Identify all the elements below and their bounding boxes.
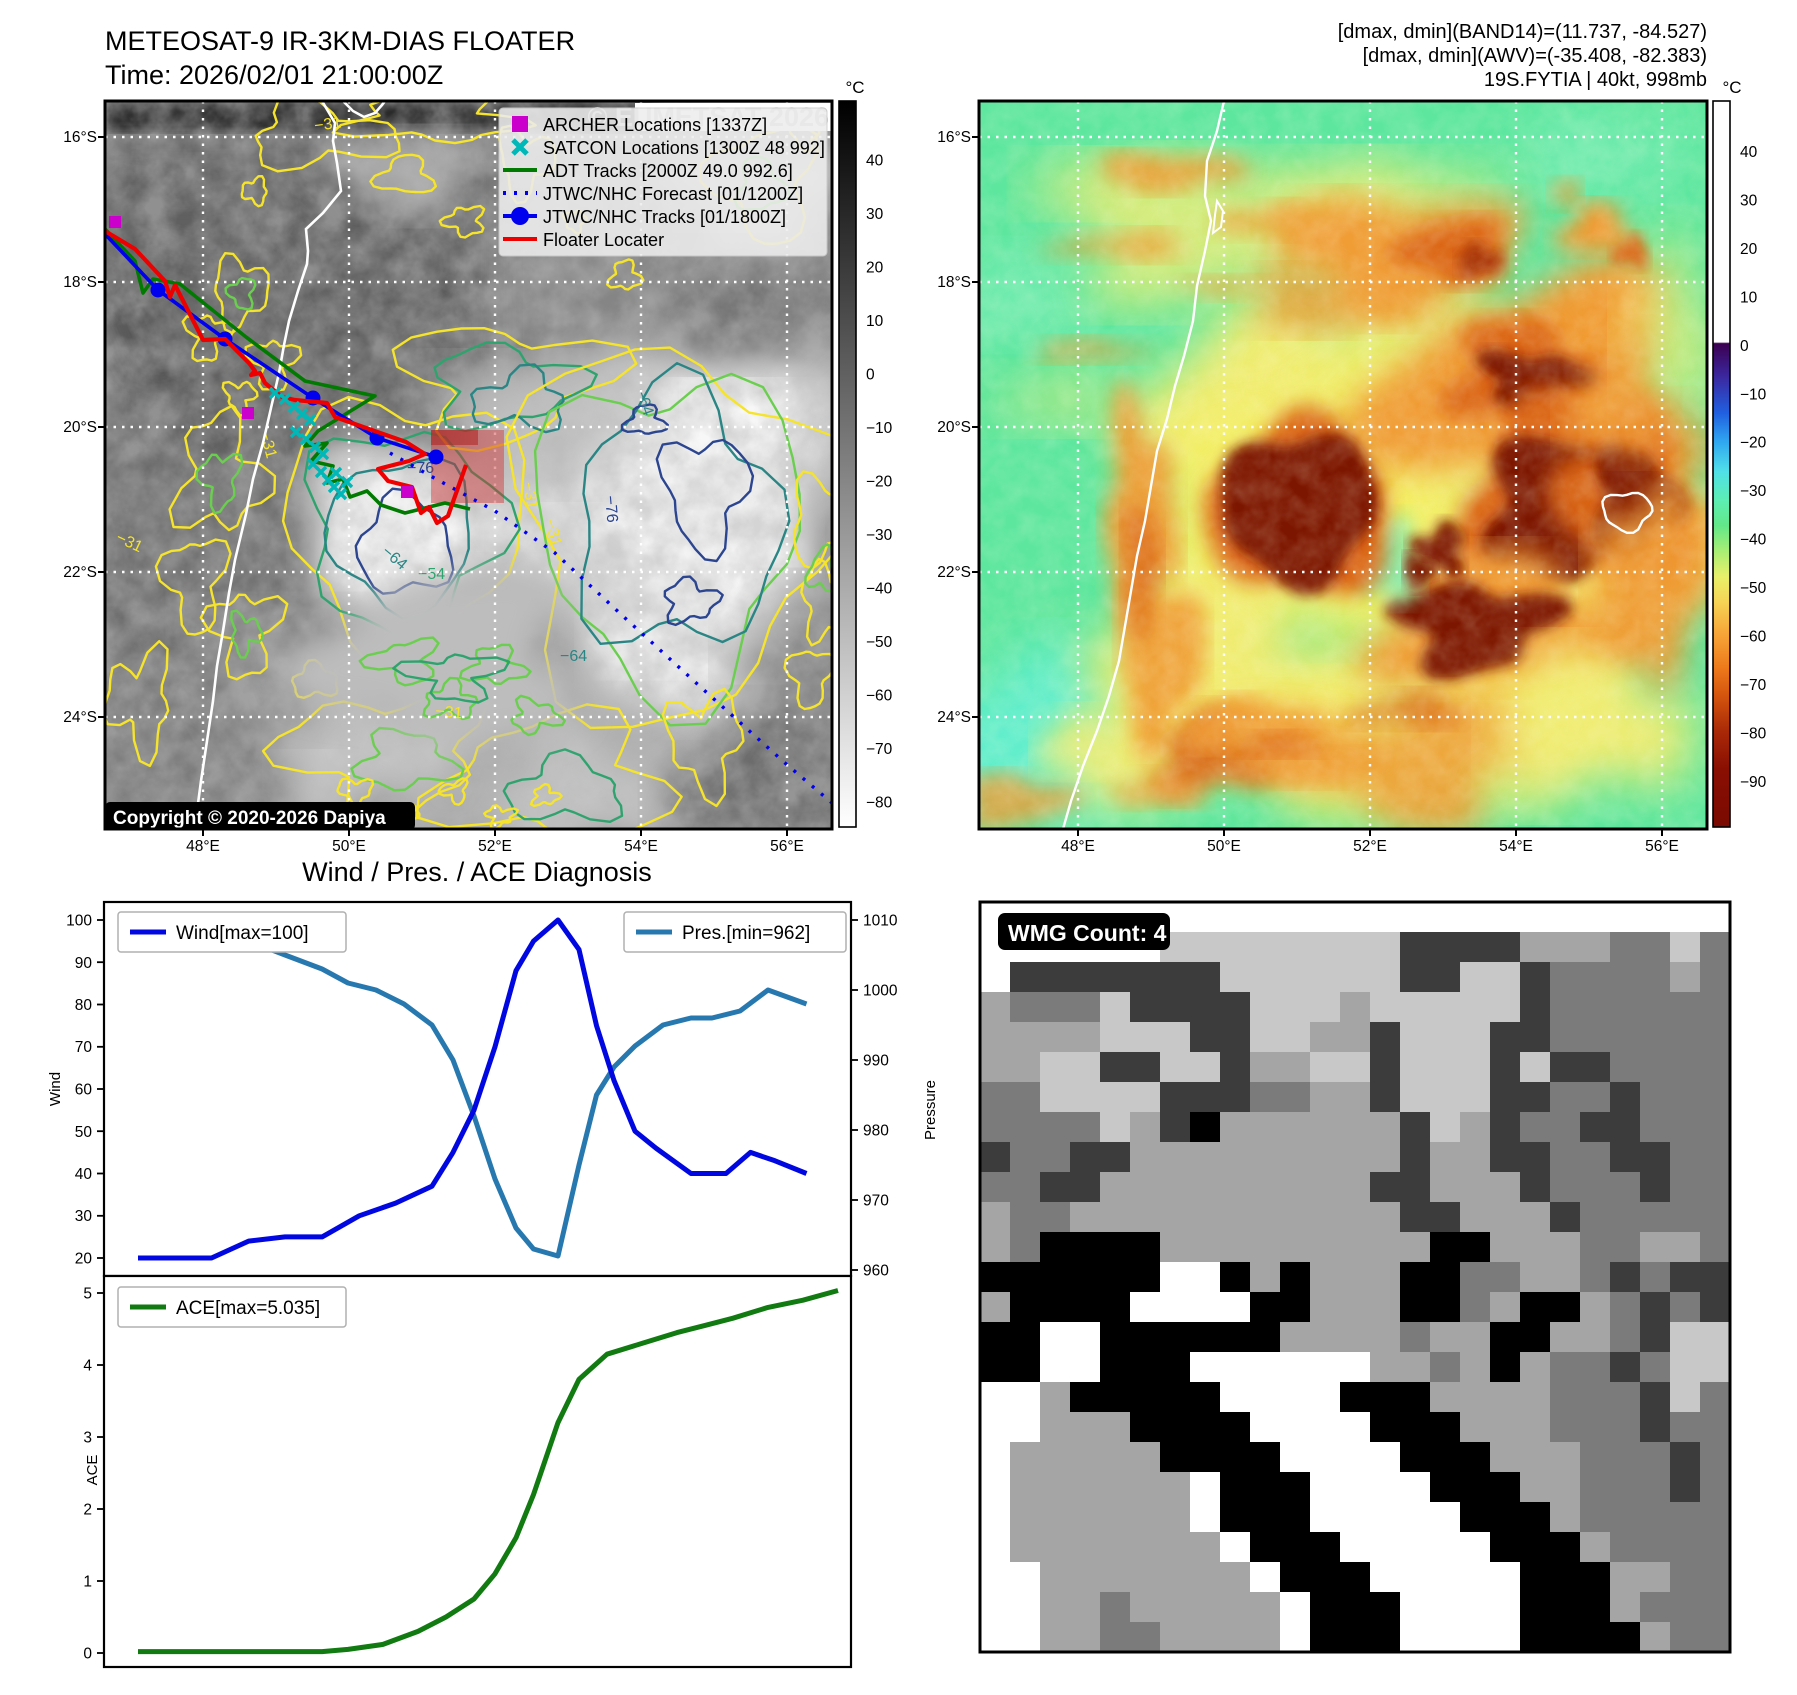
svg-text:Pres.[min=962]: Pres.[min=962]: [682, 923, 810, 944]
svg-text:−31: −31: [519, 481, 540, 511]
svg-text:1: 1: [83, 1574, 92, 1591]
svg-text:Copyright © 2020-2026 Dapiya: Copyright © 2020-2026 Dapiya: [113, 808, 386, 829]
svg-text:10: 10: [1740, 289, 1758, 306]
svg-text:−40: −40: [1740, 532, 1767, 549]
svg-text:°C: °C: [845, 78, 864, 97]
svg-text:−10: −10: [1740, 386, 1767, 403]
svg-text:JTWC/NHC Tracks [01/1800Z]: JTWC/NHC Tracks [01/1800Z]: [543, 207, 786, 227]
svg-text:0: 0: [83, 1646, 92, 1663]
svg-text:Wind / Pres. / ACE Diagnosis: Wind / Pres. / ACE Diagnosis: [302, 857, 652, 887]
svg-text:Time: 2026/02/01 21:00:00Z: Time: 2026/02/01 21:00:00Z: [105, 60, 443, 90]
svg-text:−20: −20: [866, 474, 893, 491]
svg-text:−40: −40: [866, 581, 893, 598]
svg-text:40: 40: [866, 153, 884, 170]
svg-text:50: 50: [75, 1124, 93, 1141]
svg-text:48°E: 48°E: [1061, 838, 1095, 855]
svg-text:52°E: 52°E: [478, 838, 512, 855]
svg-text:18°S: 18°S: [63, 274, 97, 291]
svg-text:1000: 1000: [863, 983, 898, 1000]
svg-text:−90: −90: [1740, 774, 1767, 791]
svg-text:ARCHER Locations [1337Z]: ARCHER Locations [1337Z]: [543, 115, 767, 135]
svg-text:4: 4: [83, 1358, 92, 1375]
svg-text:56°E: 56°E: [770, 838, 804, 855]
svg-text:°C: °C: [1722, 78, 1741, 97]
svg-text:30: 30: [1740, 192, 1758, 209]
svg-text:50°E: 50°E: [1207, 838, 1241, 855]
svg-text:52°E: 52°E: [1353, 838, 1387, 855]
svg-text:−80: −80: [1740, 726, 1767, 743]
svg-text:90: 90: [75, 955, 93, 972]
svg-text:48°E: 48°E: [186, 838, 220, 855]
svg-text:−70: −70: [866, 741, 893, 758]
svg-text:−64: −64: [560, 648, 587, 665]
svg-text:METEOSAT-9 IR-3KM-DIAS FLOATER: METEOSAT-9 IR-3KM-DIAS FLOATER: [105, 26, 575, 56]
svg-text:60: 60: [75, 1082, 93, 1099]
svg-text:30: 30: [866, 206, 884, 223]
svg-text:0: 0: [866, 367, 875, 384]
svg-text:22°S: 22°S: [63, 564, 97, 581]
svg-text:16°S: 16°S: [63, 129, 97, 146]
svg-text:980: 980: [863, 1123, 889, 1140]
svg-text:−54: −54: [418, 566, 445, 583]
svg-text:[dmax, dmin](BAND14)=(11.737,: [dmax, dmin](BAND14)=(11.737, -84.527): [1338, 21, 1707, 43]
svg-text:Pressure: Pressure: [922, 1080, 939, 1140]
svg-text:JTWC/NHC Forecast [01/1200Z]: JTWC/NHC Forecast [01/1200Z]: [543, 184, 803, 204]
svg-text:−76: −76: [601, 495, 620, 524]
svg-text:Wind[max=100]: Wind[max=100]: [176, 923, 309, 944]
svg-text:19S.FYTIA | 40kt, 998mb: 19S.FYTIA | 40kt, 998mb: [1484, 69, 1707, 91]
svg-text:−30: −30: [866, 527, 893, 544]
svg-text:[dmax, dmin](AWV)=(-35.408, -8: [dmax, dmin](AWV)=(-35.408, -82.383): [1363, 45, 1707, 67]
svg-text:−20: −20: [1740, 435, 1767, 452]
svg-text:70: 70: [75, 1039, 93, 1056]
svg-text:−80: −80: [866, 795, 893, 812]
svg-text:40: 40: [75, 1166, 93, 1183]
svg-text:5: 5: [83, 1286, 92, 1303]
svg-text:24°S: 24°S: [937, 709, 971, 726]
svg-text:−50: −50: [866, 634, 893, 651]
svg-text:40: 40: [1740, 144, 1758, 161]
svg-text:20: 20: [866, 260, 884, 277]
svg-text:54°E: 54°E: [1499, 838, 1533, 855]
svg-text:22°S: 22°S: [937, 564, 971, 581]
svg-text:54°E: 54°E: [624, 838, 658, 855]
svg-text:−30: −30: [1740, 483, 1767, 500]
svg-text:10: 10: [866, 313, 884, 330]
svg-text:−60: −60: [1740, 629, 1767, 646]
svg-text:16°S: 16°S: [937, 129, 971, 146]
svg-text:−70: −70: [1740, 677, 1767, 694]
svg-text:20: 20: [75, 1251, 93, 1268]
svg-text:990: 990: [863, 1053, 889, 1070]
svg-text:Wind: Wind: [47, 1072, 64, 1106]
svg-text:ACE[max=5.035]: ACE[max=5.035]: [176, 1298, 320, 1319]
svg-text:30: 30: [75, 1208, 93, 1225]
svg-text:−31: −31: [541, 518, 564, 549]
svg-text:−10: −10: [866, 420, 893, 437]
svg-text:WMG Count: 4: WMG Count: 4: [1008, 920, 1167, 946]
svg-text:24°S: 24°S: [63, 709, 97, 726]
svg-text:ACE: ACE: [84, 1455, 101, 1486]
svg-text:1010: 1010: [863, 913, 898, 930]
svg-text:56°E: 56°E: [1645, 838, 1679, 855]
svg-text:3: 3: [83, 1430, 92, 1447]
svg-text:80: 80: [75, 997, 93, 1014]
svg-text:960: 960: [863, 1263, 889, 1280]
svg-text:ADT Tracks [2000Z 49.0 992.6]: ADT Tracks [2000Z 49.0 992.6]: [543, 161, 793, 181]
svg-text:0: 0: [1740, 338, 1749, 355]
svg-text:20°S: 20°S: [63, 419, 97, 436]
svg-text:2: 2: [83, 1502, 92, 1519]
svg-text:−31: −31: [256, 430, 279, 461]
svg-text:−50: −50: [1740, 580, 1767, 597]
svg-text:−31: −31: [435, 703, 464, 722]
svg-text:−60: −60: [866, 688, 893, 705]
svg-text:100: 100: [66, 913, 92, 930]
svg-text:18°S: 18°S: [937, 274, 971, 291]
svg-text:50°E: 50°E: [332, 838, 366, 855]
svg-text:970: 970: [863, 1193, 889, 1210]
svg-text:SATCON Locations [1300Z 48 992: SATCON Locations [1300Z 48 992]: [543, 138, 825, 158]
svg-text:Floater Locater: Floater Locater: [543, 230, 664, 250]
svg-text:20°S: 20°S: [937, 419, 971, 436]
svg-text:20: 20: [1740, 241, 1758, 258]
svg-text:−76: −76: [407, 460, 434, 477]
